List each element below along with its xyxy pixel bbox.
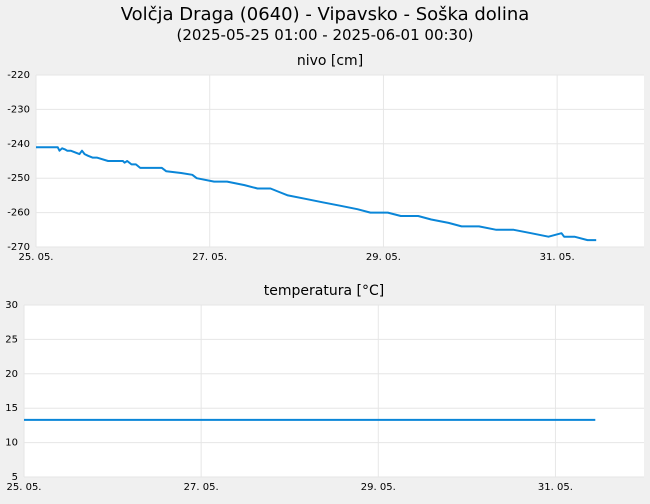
y-tick-label: 10 <box>5 438 18 449</box>
y-tick-label: 25 <box>5 334 18 345</box>
y-tick-label: -240 <box>7 139 30 150</box>
y-tick-label: 30 <box>5 300 18 311</box>
series-line <box>36 146 597 242</box>
y-tick-label: -250 <box>7 173 30 184</box>
x-tick-label: 31. 05. <box>540 252 575 263</box>
chart-subtitle: (2025-05-25 01:00 - 2025-06-01 00:30) <box>177 26 474 44</box>
x-tick-label: 27. 05. <box>184 482 219 493</box>
y-tick-label: 15 <box>5 403 18 414</box>
y-tick-label: 20 <box>5 369 18 380</box>
x-tick-label: 29. 05. <box>366 252 401 263</box>
y-tick-label: -260 <box>7 208 30 219</box>
plot-area <box>24 305 644 477</box>
plot-title: nivo [cm] <box>297 53 363 69</box>
x-tick-label: 27. 05. <box>192 252 227 263</box>
plot-1: temperatura [°C] 30 25 20 15 10 525. 05. 27. 05… <box>5 283 644 493</box>
plot-title: temperatura [°C] <box>264 283 384 299</box>
y-tick-label: -220 <box>7 70 30 81</box>
y-tick-label: -270 <box>7 242 30 253</box>
x-tick-label: 25. 05. <box>7 482 42 493</box>
y-tick-label: 5 <box>12 472 18 483</box>
chart-title: Volčja Draga (0640) - Vipavsko - Soška d… <box>121 4 530 25</box>
x-tick-label: 25. 05. <box>19 252 54 263</box>
plot-area <box>36 75 644 247</box>
x-tick-label: 31. 05. <box>538 482 573 493</box>
x-tick-label: 29. 05. <box>361 482 396 493</box>
y-tick-label: -230 <box>7 104 30 115</box>
